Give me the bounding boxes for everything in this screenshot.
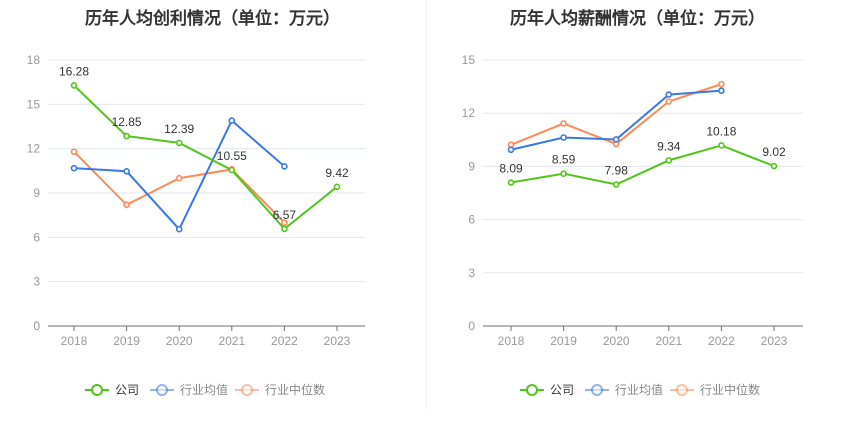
data-label: 7.98	[605, 163, 629, 177]
data-point	[123, 167, 130, 175]
legend-item-0[interactable]: 公司	[85, 383, 139, 397]
data-point	[123, 201, 130, 209]
legend-label: 行业中位数	[700, 382, 760, 397]
y-tick-label: 9	[468, 159, 475, 173]
x-tick-label: 2018	[61, 334, 88, 348]
profit-chart: 0 3 6 9 12 15 18 2018 2019 2020 2021 2022 2023 16.28 1…	[27, 53, 365, 397]
data-label: 9.34	[657, 139, 681, 153]
salary-chart-panel: 历年人均薪酬情况（单位：万元） 0 3 6 9 12 15 2018 2019 2020 2021…	[425, 0, 850, 437]
data-point	[665, 98, 673, 105]
legend-item-2[interactable]: 行业中位数	[670, 382, 760, 397]
y-tick-label: 12	[27, 142, 41, 156]
divider	[426, 0, 427, 410]
series-line	[73, 118, 286, 231]
data-label: 12.39	[164, 122, 194, 136]
legend-item-1[interactable]: 行业均值	[585, 382, 663, 397]
data-label: 8.59	[552, 153, 576, 167]
data-point	[612, 181, 620, 188]
data-point	[718, 142, 725, 149]
legend-label: 公司	[550, 383, 574, 397]
y-tick-label: 6	[468, 213, 475, 227]
data-point	[507, 179, 515, 186]
data-point	[281, 219, 288, 226]
salary-chart: 0 3 6 9 12 15 2018 2019 2020 2021 2022 2023 8.09 8.59…	[462, 53, 803, 397]
y-tick-label: 0	[33, 319, 40, 333]
data-point	[123, 132, 130, 140]
legend-item-1[interactable]: 行业均值	[150, 382, 228, 397]
data-point	[718, 87, 725, 94]
x-tick-label: 2020	[166, 334, 193, 348]
data-label: 6.57	[273, 208, 297, 222]
chart-title: 历年人均薪酬情况（单位：万元）	[510, 9, 765, 28]
data-point	[175, 174, 183, 182]
x-tick-label: 2023	[324, 334, 351, 348]
data-point	[70, 82, 78, 89]
series-line	[510, 144, 775, 186]
y-tick-label: 12	[462, 106, 476, 120]
x-tick-label: 2019	[550, 334, 577, 348]
legend-item-0[interactable]: 公司	[520, 383, 574, 397]
data-label: 12.85	[112, 115, 142, 129]
x-tick-label: 2021	[218, 334, 245, 348]
series-line	[73, 84, 338, 231]
legend-marker-icon	[526, 384, 538, 396]
x-tick-label: 2018	[498, 334, 525, 348]
data-point	[228, 117, 236, 124]
data-label: 10.18	[706, 124, 736, 138]
legend-marker-icon	[241, 384, 253, 396]
legend-marker-icon	[676, 384, 688, 396]
legend-label: 行业均值	[180, 382, 228, 397]
data-point	[228, 166, 236, 174]
legend-marker-icon	[156, 384, 168, 396]
legend-item-2[interactable]: 行业中位数	[235, 382, 325, 397]
data-point	[665, 91, 673, 98]
data-point	[70, 164, 78, 172]
y-tick-label: 6	[33, 230, 40, 244]
series-line	[73, 150, 286, 224]
profit-chart-panel: 历年人均创利情况（单位：万元） 0 3 6 9 12 15 18 2018 2019 2020 20…	[27, 9, 365, 397]
y-tick-label: 0	[468, 319, 475, 333]
data-label: 8.09	[499, 162, 523, 176]
data-point	[175, 139, 183, 147]
x-tick-label: 2020	[603, 334, 630, 348]
y-tick-label: 3	[468, 266, 475, 280]
data-point	[507, 146, 515, 154]
data-label: 16.28	[59, 64, 89, 78]
data-point	[281, 225, 288, 233]
data-point	[560, 120, 567, 127]
data-point	[175, 225, 183, 233]
data-label: 9.02	[762, 145, 786, 159]
y-tick-label: 15	[27, 97, 41, 111]
data-point	[718, 80, 725, 88]
data-point	[770, 162, 778, 170]
y-tick-label: 18	[27, 53, 41, 67]
y-tick-label: 15	[462, 53, 476, 67]
x-tick-label: 2021	[655, 334, 682, 348]
legend-label: 行业中位数	[265, 382, 325, 397]
data-point	[70, 148, 78, 155]
y-tick-label: 3	[33, 275, 40, 289]
x-tick-label: 2019	[113, 334, 140, 348]
data-label: 10.55	[217, 149, 247, 163]
chart-title: 历年人均创利情况（单位：万元）	[85, 9, 340, 28]
data-point	[281, 163, 288, 170]
data-point	[612, 136, 620, 143]
data-label: 9.42	[325, 166, 349, 180]
x-tick-label: 2022	[708, 334, 735, 348]
data-point	[560, 170, 567, 177]
data-point	[665, 157, 673, 164]
data-point	[560, 134, 567, 141]
legend-label: 行业均值	[615, 382, 663, 397]
x-tick-label: 2023	[761, 334, 788, 348]
legend-label: 公司	[115, 383, 139, 397]
legend-marker-icon	[591, 384, 603, 396]
data-point	[333, 183, 341, 191]
x-tick-label: 2022	[271, 334, 298, 348]
y-tick-label: 9	[33, 186, 40, 200]
legend-marker-icon	[91, 384, 103, 396]
